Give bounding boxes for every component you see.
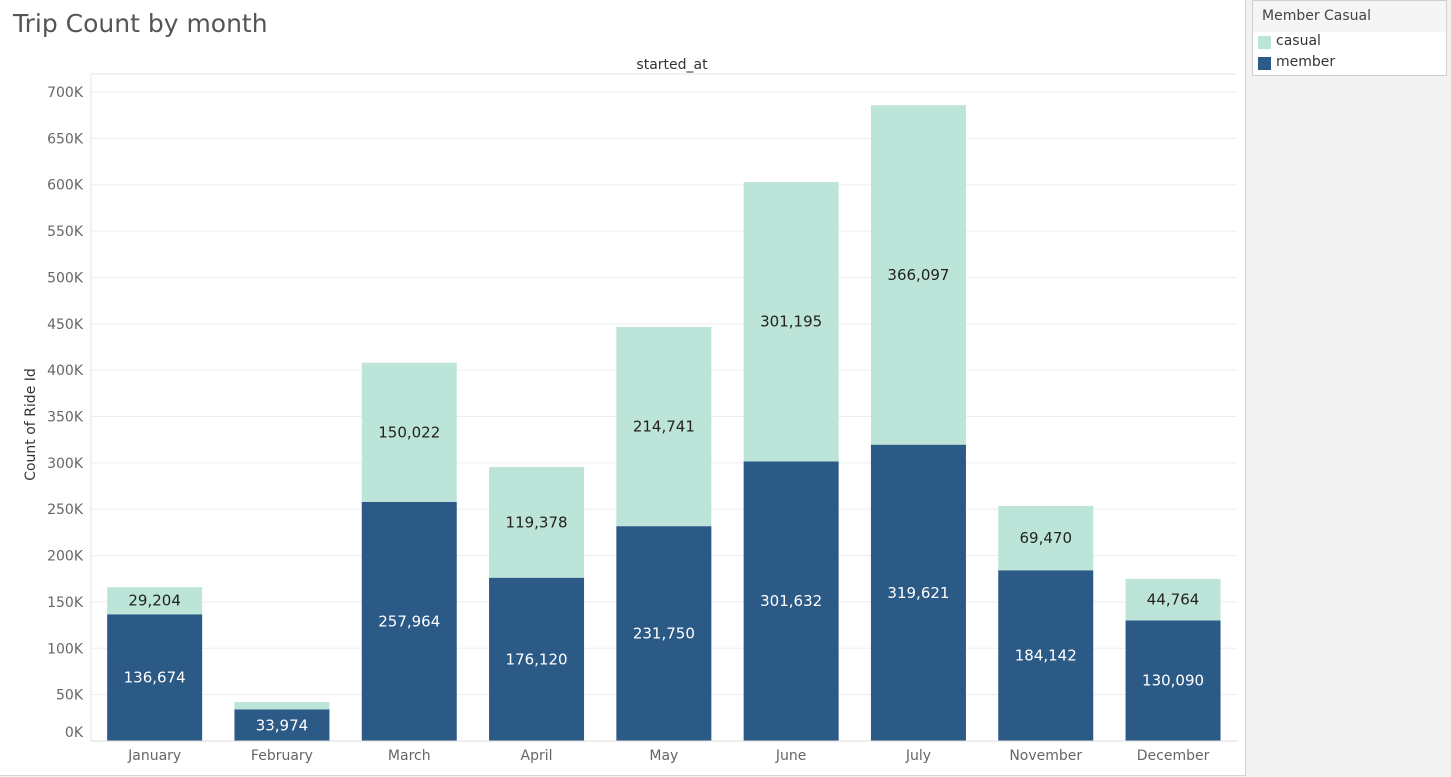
y-tick-label: 450K [47, 317, 84, 333]
data-label-member: 130,090 [1142, 672, 1204, 690]
y-tick-label: 600K [47, 178, 84, 194]
legend-swatch-casual [1258, 36, 1271, 49]
bar-member-july [870, 444, 966, 741]
bar-member-december [1125, 620, 1221, 741]
bar-member-may [616, 526, 712, 741]
data-label-casual: 44,764 [1147, 591, 1200, 609]
x-tick-label: March [388, 748, 431, 764]
y-tick-label: 550K [47, 224, 84, 240]
legend[interactable]: Member Casual casual member [1252, 0, 1447, 76]
bar-casual-july [870, 105, 966, 445]
x-tick-label: April [521, 748, 553, 764]
legend-item-member[interactable]: member [1253, 53, 1446, 74]
y-tick-label: 100K [47, 641, 84, 657]
y-tick-label: 650K [47, 131, 84, 147]
y-tick-label: 0K [65, 725, 84, 741]
y-tick-label: 400K [47, 363, 84, 379]
bar-casual-november [998, 505, 1094, 571]
worksheet-area: Trip Count by month started_at 0K 50K 100K 1… [0, 0, 1246, 776]
data-label-casual: 301,195 [760, 313, 822, 331]
x-tick-label: February [251, 748, 313, 764]
y-tick-label: 700K [47, 85, 84, 101]
column-header-label: started_at [636, 57, 708, 73]
data-label-casual: 29,204 [128, 592, 181, 610]
bar-member-march [361, 501, 457, 741]
y-tick-label: 350K [47, 410, 84, 426]
y-tick-label: 500K [47, 270, 84, 286]
data-label-member: 33,974 [256, 716, 309, 734]
x-tick-label: July [905, 748, 931, 764]
bar-casual-may [616, 327, 712, 527]
y-axis-title: Count of Ride Id [23, 368, 39, 481]
data-label-casual: 214,741 [633, 418, 695, 436]
data-label-casual: 366,097 [887, 266, 949, 284]
legend-label-casual: casual [1276, 33, 1321, 49]
x-tick-label: December [1137, 748, 1210, 764]
bar-chart: started_at 0K 50K 100K 150K 200K 250K 300K 350K 4… [23, 57, 1237, 764]
legend-item-casual[interactable]: casual [1253, 32, 1446, 53]
data-label-member: 176,120 [506, 650, 568, 668]
bar-member-april [489, 577, 585, 741]
chart-title: Trip Count by month [13, 9, 268, 38]
data-label-casual: 150,022 [378, 423, 440, 441]
bar-casual-january [107, 587, 203, 615]
bar-casual-february [234, 702, 330, 710]
x-tick-label: May [649, 748, 678, 764]
y-tick-label: 150K [47, 595, 84, 611]
data-label-member: 257,964 [378, 612, 440, 630]
y-tick-label: 300K [47, 456, 84, 472]
legend-label-member: member [1276, 54, 1336, 70]
legend-title: Member Casual [1253, 1, 1446, 32]
bar-member-february [234, 709, 330, 741]
data-label-member: 301,632 [760, 592, 822, 610]
data-label-member: 231,750 [633, 625, 695, 643]
data-label-casual: 119,378 [506, 513, 568, 531]
bar-casual-june [743, 182, 839, 462]
bar-member-january [107, 614, 203, 741]
y-tick-label: 200K [47, 549, 84, 565]
bar-member-november [998, 570, 1094, 741]
legend-swatch-member [1258, 57, 1271, 70]
data-label-casual: 69,470 [1020, 529, 1073, 547]
y-tick-label: 50K [56, 688, 84, 704]
data-label-member: 184,142 [1015, 647, 1077, 665]
data-label-member: 136,674 [124, 669, 186, 687]
bar-member-june [743, 461, 839, 741]
bar-casual-april [489, 467, 585, 578]
x-tick-label: January [127, 748, 181, 764]
bar-casual-december [1125, 578, 1221, 621]
x-tick-label: November [1009, 748, 1082, 764]
bar-casual-march [361, 362, 457, 502]
x-tick-label: June [775, 748, 807, 764]
data-label-member: 319,621 [887, 584, 949, 602]
y-tick-label: 250K [47, 502, 84, 518]
